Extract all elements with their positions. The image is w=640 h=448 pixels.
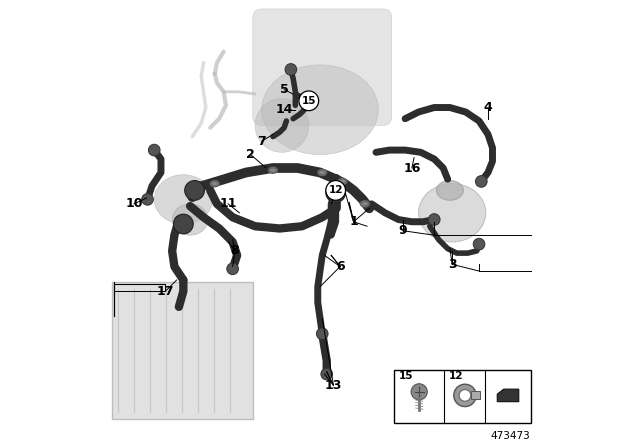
FancyBboxPatch shape bbox=[112, 282, 253, 419]
Text: 2: 2 bbox=[246, 148, 255, 161]
Text: 11: 11 bbox=[220, 197, 237, 211]
Ellipse shape bbox=[172, 204, 208, 235]
Circle shape bbox=[428, 214, 440, 225]
Text: 7: 7 bbox=[257, 134, 266, 148]
Text: 3: 3 bbox=[448, 258, 456, 271]
Text: 5: 5 bbox=[280, 83, 289, 96]
Circle shape bbox=[459, 390, 471, 401]
Circle shape bbox=[326, 181, 346, 200]
Circle shape bbox=[473, 238, 485, 250]
Circle shape bbox=[321, 368, 333, 380]
Ellipse shape bbox=[211, 181, 219, 186]
Text: 12: 12 bbox=[328, 185, 343, 195]
Text: 17: 17 bbox=[157, 284, 174, 298]
Circle shape bbox=[316, 328, 328, 340]
Ellipse shape bbox=[269, 168, 277, 173]
Ellipse shape bbox=[339, 179, 346, 184]
Circle shape bbox=[148, 144, 160, 156]
Circle shape bbox=[141, 194, 154, 205]
Text: 473473: 473473 bbox=[491, 431, 531, 441]
Circle shape bbox=[326, 183, 346, 202]
Circle shape bbox=[285, 64, 297, 75]
Circle shape bbox=[299, 91, 319, 111]
Text: 1: 1 bbox=[349, 215, 358, 228]
Text: 4: 4 bbox=[484, 101, 492, 114]
Ellipse shape bbox=[255, 99, 309, 152]
Text: 15: 15 bbox=[301, 96, 316, 106]
Ellipse shape bbox=[419, 184, 486, 242]
Text: 15: 15 bbox=[398, 371, 413, 381]
Ellipse shape bbox=[154, 175, 212, 224]
Circle shape bbox=[173, 214, 193, 234]
Text: 16: 16 bbox=[403, 161, 420, 175]
Ellipse shape bbox=[318, 170, 326, 175]
Text: 6: 6 bbox=[336, 260, 344, 273]
Ellipse shape bbox=[436, 181, 463, 200]
Text: 9: 9 bbox=[399, 224, 407, 237]
Circle shape bbox=[185, 181, 204, 200]
Circle shape bbox=[476, 176, 487, 187]
Circle shape bbox=[227, 263, 239, 275]
Ellipse shape bbox=[262, 65, 378, 155]
Bar bbox=[394, 370, 531, 423]
FancyBboxPatch shape bbox=[471, 392, 480, 400]
Ellipse shape bbox=[361, 201, 369, 207]
Text: 10: 10 bbox=[125, 197, 143, 211]
Text: 13: 13 bbox=[324, 379, 342, 392]
Text: 12: 12 bbox=[449, 371, 463, 381]
Circle shape bbox=[411, 384, 428, 400]
FancyBboxPatch shape bbox=[253, 9, 392, 125]
Circle shape bbox=[454, 384, 476, 407]
Text: 14: 14 bbox=[275, 103, 293, 116]
Polygon shape bbox=[497, 389, 519, 402]
Text: 8: 8 bbox=[230, 244, 239, 258]
